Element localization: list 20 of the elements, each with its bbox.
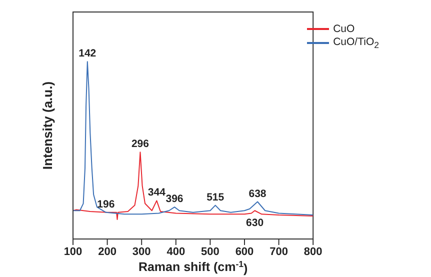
x-tick-label: 500 <box>201 246 220 258</box>
x-tick-label: 400 <box>166 246 186 258</box>
annotation: 296 <box>131 138 150 150</box>
y-axis-title: Intensity (a.u.) <box>40 81 55 170</box>
legend-label: CuO/TiO$_{2}$ <box>333 36 379 50</box>
x-tick-label: 100 <box>64 246 82 258</box>
annotation: 344 <box>148 186 166 199</box>
x-axis-title: Raman shift (cm$^{-1}$) <box>138 259 248 276</box>
x-tick-label: 800 <box>304 246 322 258</box>
annotation: 142 <box>78 48 96 60</box>
x-tick-label: 700 <box>270 246 288 258</box>
annotation: 630 <box>246 217 264 230</box>
annotation: 196 <box>97 198 115 210</box>
annotation: 638 <box>248 188 266 200</box>
x-tick-label: 200 <box>98 246 116 258</box>
x-tick-label: 300 <box>132 246 151 258</box>
annotation: 515 <box>206 191 224 204</box>
x-tick-label: 600 <box>235 246 254 258</box>
legend-label: CuO <box>333 23 355 35</box>
annotation: 396 <box>166 193 184 206</box>
